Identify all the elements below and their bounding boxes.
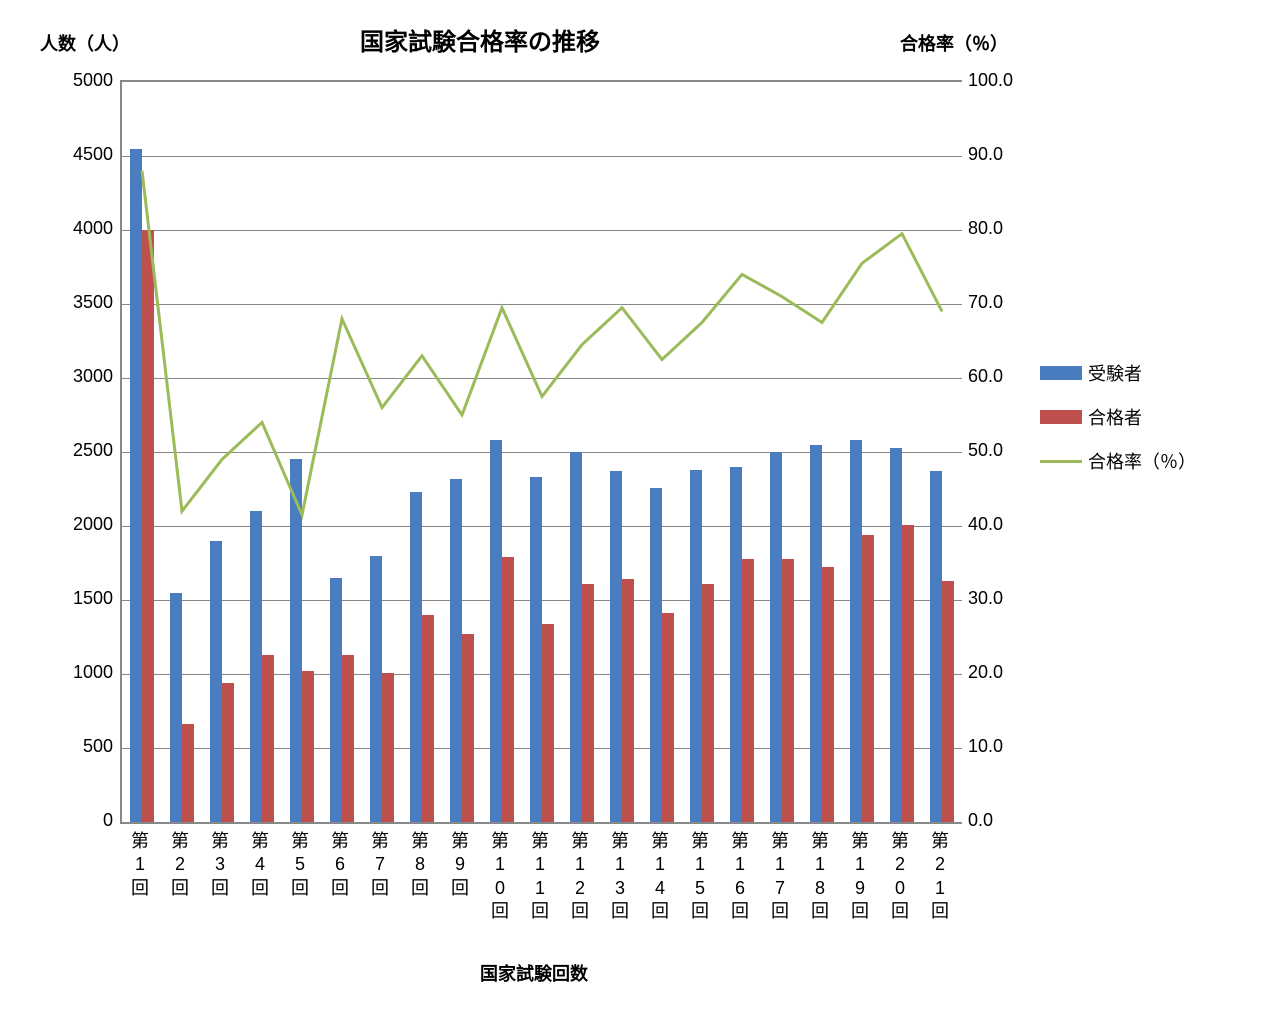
x-category-label: 第9回 <box>445 830 475 900</box>
bar-passers <box>862 535 874 822</box>
bar-passers <box>782 559 794 822</box>
x-category-label: 第5回 <box>285 830 315 900</box>
x-category-label: 第6回 <box>325 830 355 900</box>
bar-passers <box>462 634 474 822</box>
x-category-label: 第16回 <box>725 830 755 924</box>
x-category-label: 第20回 <box>885 830 915 924</box>
legend-examinees-swatch <box>1040 366 1082 380</box>
x-category-label: 第2回 <box>165 830 195 900</box>
bar-passers <box>942 581 954 822</box>
legend: 受験者合格者合格率（％） <box>1040 360 1196 492</box>
x-category-label: 第21回 <box>925 830 955 924</box>
x-category-label: 第4回 <box>245 830 275 900</box>
bar-passers <box>502 557 514 822</box>
x-category-label: 第1回 <box>125 830 155 900</box>
plot-area <box>120 80 962 824</box>
x-category-label: 第14回 <box>645 830 675 924</box>
x-category-label: 第8回 <box>405 830 435 900</box>
x-category-label: 第7回 <box>365 830 395 900</box>
bar-passers <box>182 724 194 822</box>
bar-examinees <box>330 578 342 822</box>
bar-examinees <box>130 149 142 822</box>
bar-examinees <box>530 477 542 822</box>
bar-examinees <box>490 440 502 822</box>
bar-examinees <box>250 511 262 822</box>
bar-passers <box>342 655 354 822</box>
bar-passers <box>582 584 594 822</box>
x-category-label: 第12回 <box>565 830 595 924</box>
x-category-label: 第3回 <box>205 830 235 900</box>
bar-examinees <box>930 471 942 822</box>
bar-passers <box>542 624 554 822</box>
bar-examinees <box>290 459 302 822</box>
x-category-label: 第19回 <box>845 830 875 924</box>
bar-examinees <box>890 448 902 822</box>
x-category-label: 第17回 <box>765 830 795 924</box>
bar-examinees <box>690 470 702 822</box>
bar-passers <box>662 613 674 822</box>
legend-examinees: 受験者 <box>1040 360 1196 386</box>
bar-passers <box>142 230 154 822</box>
bar-passers <box>422 615 434 822</box>
x-category-label: 第15回 <box>685 830 715 924</box>
x-category-label: 第11回 <box>525 830 555 924</box>
bar-passers <box>902 525 914 822</box>
legend-passrate: 合格率（％） <box>1040 448 1196 474</box>
bar-examinees <box>170 593 182 822</box>
bar-passers <box>822 567 834 822</box>
bar-examinees <box>850 440 862 822</box>
legend-passers-swatch <box>1040 410 1082 424</box>
bar-passers <box>262 655 274 822</box>
x-category-label: 第18回 <box>805 830 835 924</box>
bar-examinees <box>730 467 742 822</box>
legend-passrate-label: 合格率（％） <box>1088 448 1196 474</box>
bar-passers <box>622 579 634 822</box>
bar-passers <box>302 671 314 822</box>
bar-passers <box>222 683 234 822</box>
bar-examinees <box>370 556 382 822</box>
legend-passrate-swatch <box>1040 460 1082 463</box>
x-category-label: 第13回 <box>605 830 635 924</box>
bar-examinees <box>770 452 782 822</box>
bar-examinees <box>650 488 662 822</box>
legend-examinees-label: 受験者 <box>1088 360 1142 386</box>
bar-passers <box>382 673 394 822</box>
bar-examinees <box>810 445 822 822</box>
bar-examinees <box>410 492 422 822</box>
chart-root: 国家試験合格率の推移人数（人）合格率（％）国家試験回数0500100015002… <box>20 20 1256 994</box>
legend-passers-label: 合格者 <box>1088 404 1142 430</box>
bar-examinees <box>610 471 622 822</box>
legend-passers: 合格者 <box>1040 404 1196 430</box>
bar-passers <box>742 559 754 822</box>
bar-examinees <box>450 479 462 822</box>
x-category-label: 第10回 <box>485 830 515 924</box>
bar-examinees <box>210 541 222 822</box>
bar-examinees <box>570 452 582 822</box>
pass-rate-line <box>142 171 942 515</box>
bar-passers <box>702 584 714 822</box>
